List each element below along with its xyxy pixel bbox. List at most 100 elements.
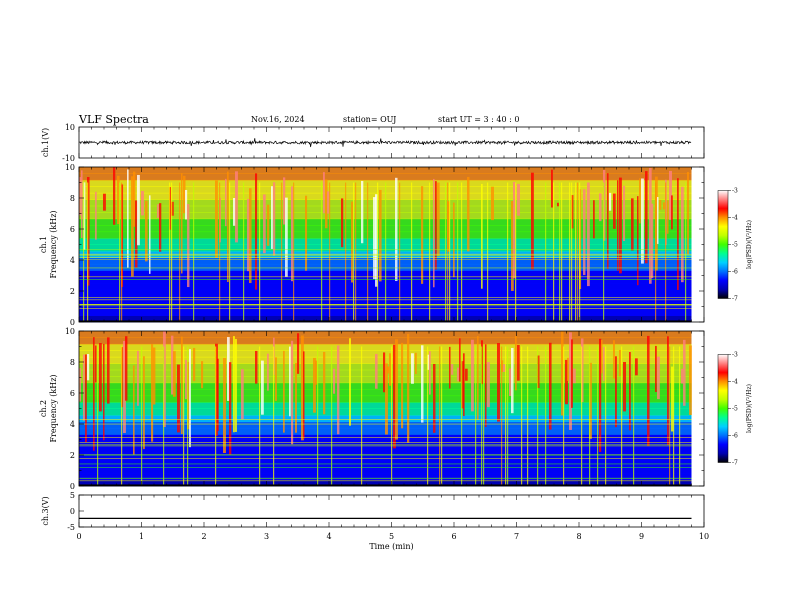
ch1-spectrogram-burst [641,178,644,264]
ch2-spectrogram-burst [295,363,297,433]
ch2-spectrogram-burst [301,335,304,441]
ch2-spectrogram-burst [83,354,85,421]
ch1-spectrogram-burst [323,172,325,214]
ch1-spectrogram-burst [255,173,258,290]
ch2-spectrogram-burst [613,340,615,379]
ch1-spectrogram-streak [399,182,401,322]
ch1-spectrogram-streak [447,182,449,322]
ch1-spectrogram-streak [553,182,555,322]
ch2-spectrogram-burst [393,344,396,449]
ch2-spectrogram-burst [461,361,464,409]
ch1-spectrogram-colorbar-tick-label: -7 [732,296,738,303]
ch1-spectrogram-burst [291,186,294,282]
ch1-spectrogram-burst [351,201,354,283]
ch1-spectrogram-burst [645,171,648,264]
ch1-spectrogram-burst [227,171,229,282]
ch1-spectrogram-burst [467,176,470,252]
ch2-spectrogram-streak [483,346,485,486]
ch2-spectrogram-burst [383,352,386,393]
ch2-spectrogram-y-tick-label: 6 [70,389,75,398]
x-tick-label: 1 [139,532,144,541]
ch2-spectrogram-colorbar-tick-label: -7 [732,460,738,467]
ch2-spectrogram-streak [589,346,591,486]
ch1-spectrogram-band [79,167,692,174]
ch2-spectrogram-burst [647,335,650,447]
ch2-spectrogram-burst [599,338,602,452]
ch2-spectrogram-burst [537,355,540,389]
ch1-spectrogram-burst [103,193,106,211]
ch2-spectrogram-burst [515,335,517,391]
ch1-spectrogram-burst [379,189,382,282]
ch1-spectrogram-y-tick-label: 2 [70,287,75,296]
ch1-spectrogram-burst [149,195,151,274]
ch2-spectrogram-streak [597,346,599,486]
ch2-spectrogram-colorbar-tick-label: -6 [732,433,738,440]
ch1-spectrogram-burst [135,200,138,268]
ch2-spectrogram-burst [193,347,196,382]
ch2-spectrogram-streak [621,346,623,486]
ch1-spectrogram-burst [373,197,376,280]
ch2-spectrogram-burst [233,336,235,433]
ch1-spectrogram-streak [545,182,547,322]
start-time-label: start UT = 3 : 40 : 0 [438,115,520,124]
ch1-spectrogram-burst [681,186,684,283]
ch1-spectrogram-burst [127,169,129,268]
ch2-spectrogram-channel-label: ch.2 [39,400,48,417]
ch2-spectrogram-burst [315,360,317,385]
ch1-spectrogram-streak [87,182,89,322]
ch1-spectrogram-burst [435,181,437,270]
ch1-spectrogram-colorbar-tick-label: -3 [732,188,738,195]
ch1-spectrogram-streak [575,182,577,322]
ch1-spectrogram-burst [145,200,148,262]
ch1-spectrogram-streak [229,182,231,322]
ch1-spectrogram-burst [187,204,190,288]
ch1-spectrogram-streak [259,182,261,322]
ch3-y-tick-label: 0 [70,507,75,516]
ch1-spectrogram-burst [613,193,616,229]
ch2-spectrogram-band [79,453,692,461]
ch1-spectrogram-band [79,173,692,181]
ch2-spectrogram-burst [151,344,154,442]
ch1-spectrogram-burst [481,183,483,289]
ch2-spectrogram-burst [261,360,264,415]
ch1-spectrogram-streak [385,182,387,322]
ch1-waveform-line [79,138,692,148]
ch2-spectrogram-burst [267,353,269,391]
x-tick-label: 8 [576,532,581,541]
ch2-spectrogram-burst [255,350,258,384]
ch2-spectrogram-burst [683,339,686,406]
ch2-spectrogram-burst [323,351,326,415]
ch2-spectrogram-burst [229,362,232,455]
ch2-spectrogram-burst [215,343,218,436]
ch1-spectrogram-burst [667,200,669,234]
ch1-spectrogram-streak [367,182,369,322]
ch2-spectrogram-band [79,440,692,448]
ch2-spectrogram-burst [349,338,351,426]
ch2-spectrogram-burst [629,351,631,431]
ch2-spectrogram-burst [375,353,378,389]
ch1-spectrogram-streak [449,182,451,322]
ch2-spectrogram-band [79,434,692,442]
ch2-spectrogram-band [79,337,692,345]
ch2-spectrogram-burst [99,343,102,412]
ch1-spectrogram-burst [273,182,276,256]
ch1-spectrogram-burst [677,178,679,290]
ch2-spectrogram-burst [387,366,389,374]
ch1-spectrogram-colorbar-tick-label: -6 [732,269,738,276]
ch1-spectrogram-y-tick-label: 6 [70,225,75,234]
ch2-spectrogram-burst [289,346,291,417]
ch2-spectrogram-colorbar-tick-label: -3 [732,352,738,359]
ch1-spectrogram-burst [671,195,673,230]
ch2-spectrogram-streak [521,346,523,486]
ch1-spectrogram-burst [375,194,378,287]
ch1-spectrogram-colorbar [717,190,729,299]
ch1-spectrogram-burst [599,193,602,222]
ch2-spectrogram-burst [451,363,454,375]
ch2-spectrogram-burst [511,347,514,414]
ch2-spectrogram-streak [545,346,547,486]
ch1-spectrogram-y-tick-label: 10 [65,163,75,172]
ch2-spectrogram-band [79,356,692,364]
ch2-spectrogram-burst [177,364,180,433]
ch1-y-tick-label: 10 [65,123,75,132]
ch1-spectrogram-burst [513,181,516,279]
